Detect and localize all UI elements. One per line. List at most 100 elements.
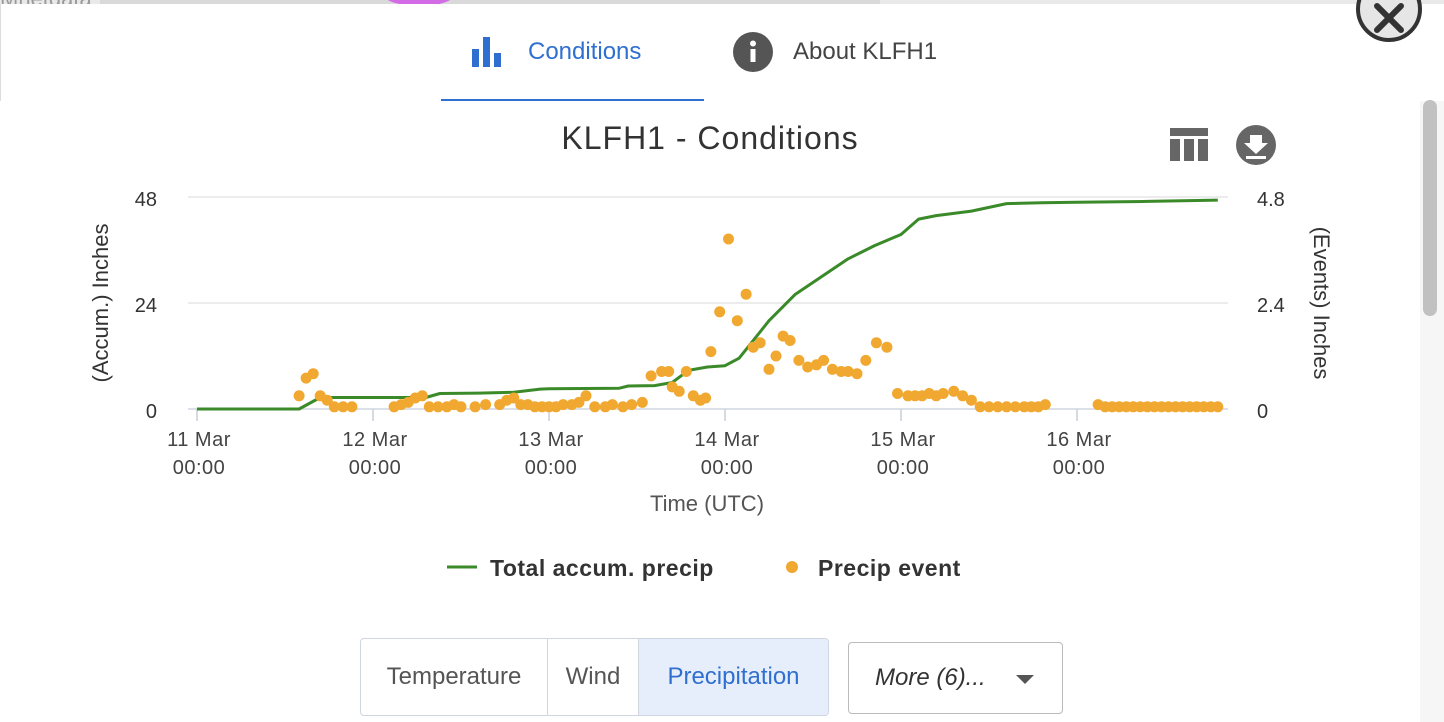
legend-label-event: Precip event: [818, 555, 961, 581]
event-point[interactable]: [293, 390, 305, 402]
x-tick-label: 00:00: [173, 457, 226, 479]
event-point[interactable]: [480, 399, 492, 411]
event-point[interactable]: [784, 335, 796, 346]
event-point[interactable]: [1212, 401, 1224, 413]
event-point[interactable]: [763, 363, 775, 375]
y-left-tick: 48: [135, 189, 157, 211]
event-point[interactable]: [346, 401, 358, 413]
chevron-down-icon: [1016, 675, 1034, 684]
event-point[interactable]: [1001, 401, 1013, 413]
event-point[interactable]: [663, 366, 675, 377]
event-point[interactable]: [416, 390, 428, 402]
event-point[interactable]: [455, 401, 467, 413]
legend-item-event[interactable]: Precip event: [786, 555, 961, 581]
tab-conditions[interactable]: Conditions: [472, 4, 641, 100]
event-point[interactable]: [589, 401, 601, 413]
background-marker: [383, 0, 455, 6]
legend-item-accum[interactable]: Total accum. precip: [447, 555, 714, 581]
tab-conditions-label: Conditions: [528, 38, 642, 65]
event-point[interactable]: [673, 385, 685, 397]
event-point[interactable]: [636, 396, 648, 408]
event-point[interactable]: [617, 401, 629, 413]
event-point[interactable]: [992, 401, 1004, 413]
close-icon: [1374, 3, 1404, 33]
x-tick-label: 00:00: [877, 457, 930, 479]
event-point[interactable]: [714, 306, 726, 318]
event-point[interactable]: [731, 315, 743, 327]
tab-about-label: About KLFH1: [793, 38, 938, 65]
event-point[interactable]: [328, 401, 340, 413]
chart-content: KLFH1 - Conditions 48 24 0 4.8 2.4 0 (Ac…: [0, 101, 1444, 722]
y-left-tick: 24: [135, 295, 157, 317]
event-point[interactable]: [802, 361, 814, 373]
x-tick-label: 14 Mar: [694, 429, 759, 451]
event-point[interactable]: [469, 401, 481, 413]
event-point[interactable]: [770, 350, 782, 362]
temperature-button[interactable]: Temperature: [361, 639, 548, 715]
event-point[interactable]: [423, 401, 435, 413]
x-tick-label: 11 Mar: [167, 429, 231, 451]
event-point[interactable]: [842, 366, 854, 377]
event-point[interactable]: [508, 392, 520, 404]
y-left-label: (Accum.) Inches: [88, 224, 113, 383]
event-point[interactable]: [606, 399, 618, 411]
event-point[interactable]: [983, 401, 995, 413]
event-point[interactable]: [1039, 399, 1051, 411]
background-bar: [100, 0, 880, 5]
event-point[interactable]: [573, 396, 585, 408]
event-point[interactable]: [680, 366, 692, 377]
event-point[interactable]: [860, 354, 872, 366]
legend: Total accum. precip Precip event: [447, 555, 961, 581]
variable-selector: Temperature Wind Precipitation: [360, 638, 829, 716]
event-point[interactable]: [705, 346, 717, 358]
event-point[interactable]: [723, 233, 734, 245]
event-point[interactable]: [870, 337, 882, 349]
event-point[interactable]: [626, 399, 638, 411]
precipitation-button[interactable]: Precipitation: [639, 639, 828, 715]
event-point[interactable]: [1009, 401, 1021, 413]
event-point[interactable]: [557, 399, 569, 411]
more-dropdown-label: More (6)...: [875, 664, 986, 691]
tab-bar: Conditions About KLFH1: [0, 4, 1444, 103]
event-point[interactable]: [892, 388, 903, 399]
event-point[interactable]: [580, 390, 592, 402]
x-tick-label: 00:00: [1053, 457, 1106, 479]
y-left-tick: 0: [146, 401, 157, 423]
scrollbar-thumb[interactable]: [1423, 100, 1437, 316]
event-point[interactable]: [645, 370, 657, 382]
event-point[interactable]: [818, 354, 830, 366]
event-point[interactable]: [307, 368, 319, 380]
series-line-accum[interactable]: [197, 198, 1218, 411]
event-point[interactable]: [793, 354, 805, 366]
event-point[interactable]: [851, 368, 863, 380]
download-icon[interactable]: [1236, 125, 1276, 165]
x-ticks: 11 Mar 00:00 12 Mar 00:00 13 Mar 00:00 14 Mar 0…: [167, 409, 1111, 479]
x-tick-label: 00:00: [525, 457, 578, 479]
event-point[interactable]: [754, 337, 766, 349]
event-point[interactable]: [937, 388, 949, 399]
event-point[interactable]: [881, 341, 893, 353]
chart-title: KLFH1 - Conditions: [561, 120, 858, 156]
event-point[interactable]: [957, 390, 969, 402]
event-point[interactable]: [337, 401, 349, 413]
y-right-tick: 4.8: [1257, 189, 1285, 211]
tab-about[interactable]: About KLFH1: [733, 4, 937, 100]
series-layer: [197, 198, 1224, 413]
table-icon[interactable]: [1170, 128, 1208, 161]
wind-button[interactable]: Wind: [548, 639, 639, 715]
event-point[interactable]: [700, 392, 712, 404]
x-tick-label: 00:00: [701, 457, 754, 479]
bar-chart-icon: [472, 37, 506, 67]
x-axis-label: Time (UTC): [650, 491, 764, 516]
x-tick-label: 12 Mar: [342, 429, 407, 451]
event-point[interactable]: [974, 401, 986, 413]
event-point[interactable]: [826, 363, 838, 375]
event-point[interactable]: [740, 288, 752, 300]
x-tick-label: 15 Mar: [870, 429, 935, 451]
event-point[interactable]: [432, 401, 444, 413]
event-point[interactable]: [321, 394, 333, 406]
event-point[interactable]: [948, 385, 960, 397]
event-point[interactable]: [965, 394, 977, 406]
more-dropdown[interactable]: More (6)...: [848, 642, 1063, 714]
x-tick-label: 00:00: [349, 457, 402, 479]
